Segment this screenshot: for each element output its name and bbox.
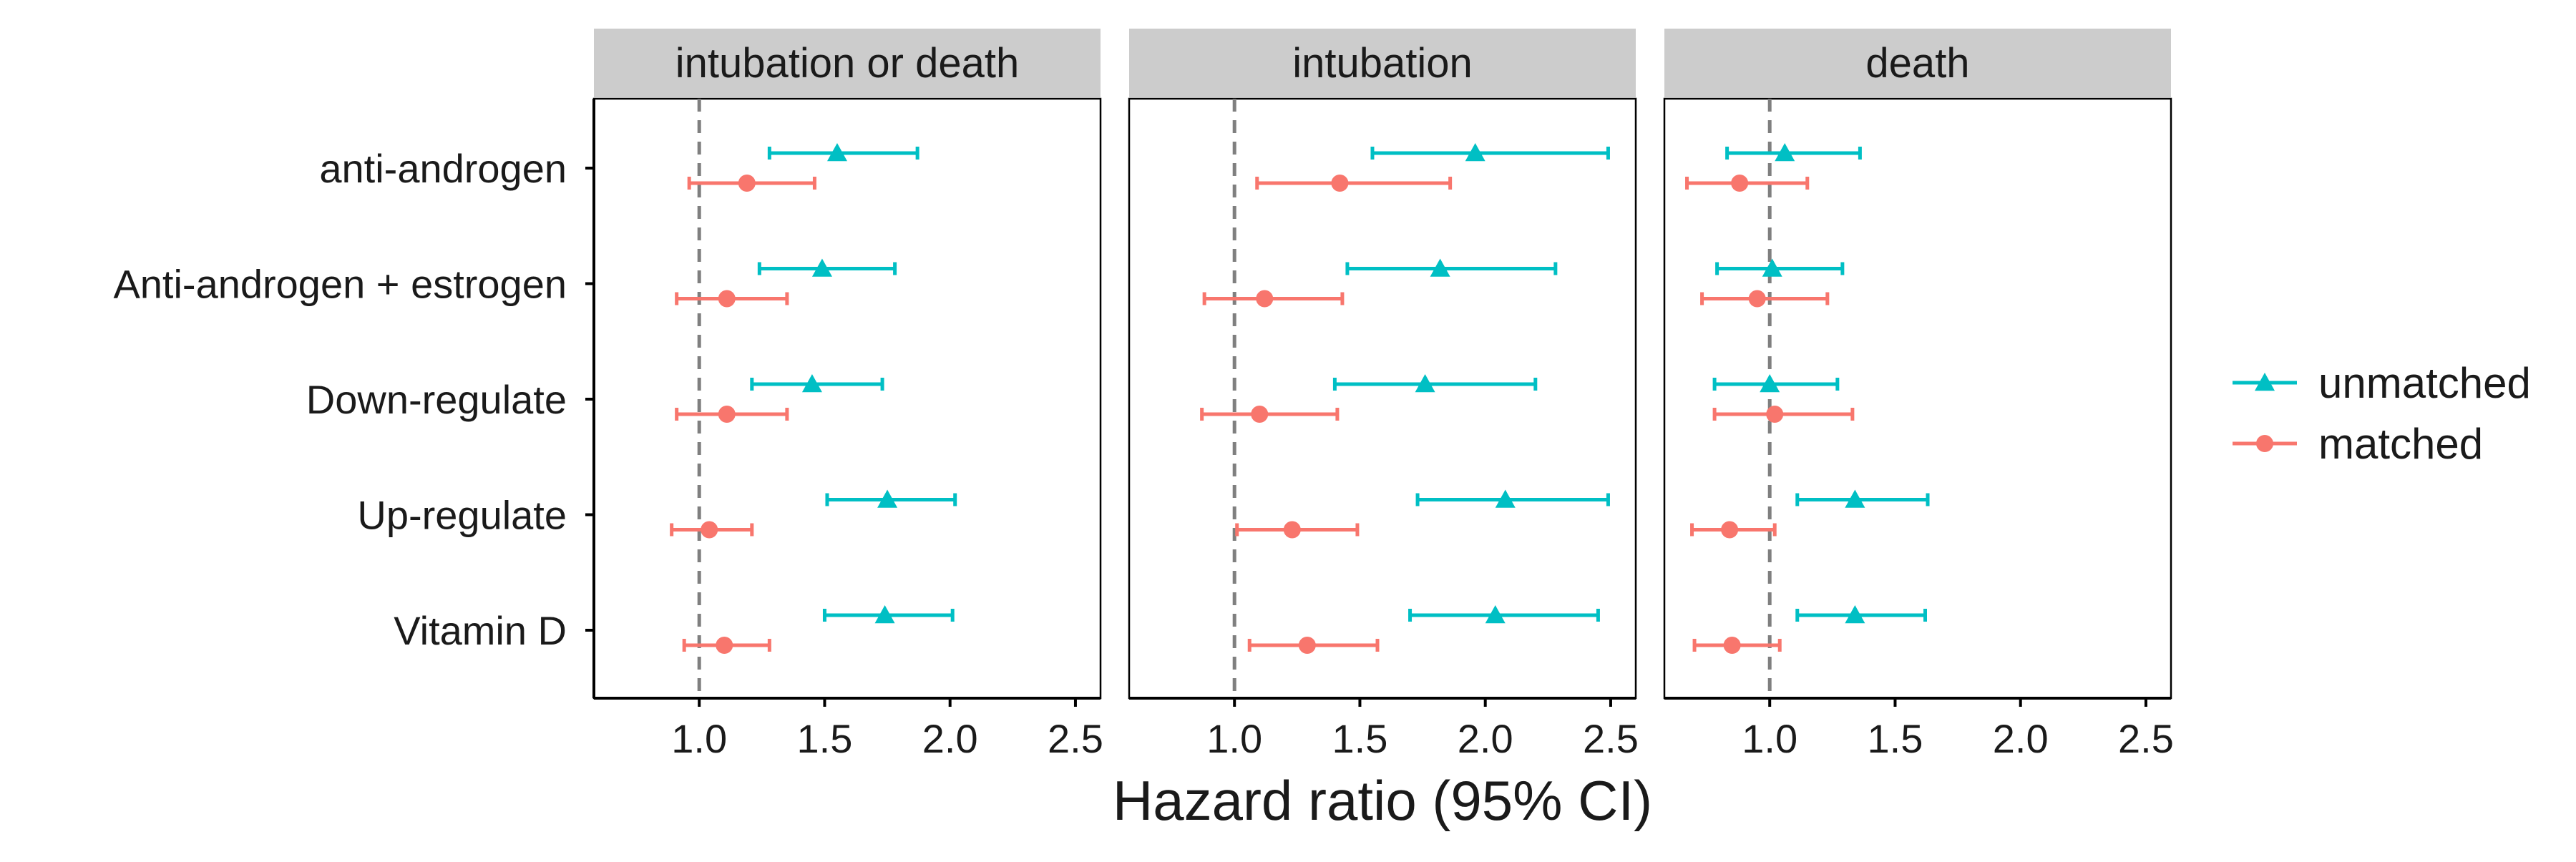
point-unmatched: [874, 605, 895, 624]
point-matched: [1723, 637, 1741, 654]
point-matched: [1283, 521, 1301, 539]
point-unmatched: [1485, 605, 1506, 624]
legend-key-triangle: [2255, 373, 2275, 391]
point-matched: [1731, 175, 1749, 192]
y-tick-label: Anti-androgen + estrogen: [113, 262, 567, 307]
y-tick-label: Vitamin D: [394, 608, 567, 653]
x-tick-label: 1.5: [1332, 716, 1388, 761]
facet-strip: [1129, 29, 1636, 97]
point-unmatched: [1465, 143, 1485, 162]
legend-label: unmatched: [2318, 359, 2531, 407]
x-tick-label: 2.0: [1458, 716, 1513, 761]
point-matched: [1331, 175, 1349, 192]
point-unmatched: [1775, 143, 1795, 162]
point-matched: [1256, 290, 1274, 308]
facet-strip: [1664, 29, 2171, 97]
x-axis-title: Hazard ratio (95% CI): [1113, 769, 1652, 832]
point-unmatched: [1430, 258, 1450, 277]
x-tick-label: 1.0: [1742, 716, 1797, 761]
point-matched: [1766, 406, 1784, 423]
x-tick-label: 1.5: [1868, 716, 1923, 761]
x-tick-label: 2.5: [1048, 716, 1103, 761]
point-unmatched: [826, 143, 847, 162]
x-tick-label: 1.0: [1206, 716, 1262, 761]
legend-key-circle: [2256, 435, 2273, 452]
facet-title: death: [1865, 40, 1969, 87]
facet-strip: [594, 29, 1101, 97]
point-unmatched: [1495, 489, 1516, 508]
panel-border: [592, 97, 1102, 700]
x-tick-label: 2.5: [1583, 716, 1639, 761]
x-tick-label: 2.0: [922, 716, 978, 761]
y-tick-label: anti-androgen: [319, 146, 567, 191]
point-unmatched: [811, 258, 832, 277]
point-matched: [1251, 406, 1269, 423]
facet-title: intubation or death: [675, 40, 1019, 87]
point-matched: [718, 290, 736, 308]
x-tick-label: 1.0: [671, 716, 727, 761]
point-matched: [1298, 637, 1316, 654]
point-unmatched: [801, 374, 822, 393]
point-unmatched: [1760, 374, 1780, 393]
panel-border: [1128, 97, 1637, 700]
point-matched: [1721, 521, 1739, 539]
y-tick-label: Down-regulate: [306, 377, 567, 422]
point-unmatched: [1845, 605, 1865, 624]
x-tick-label: 2.5: [2118, 716, 2174, 761]
point-unmatched: [1415, 374, 1435, 393]
legend-label: matched: [2318, 420, 2483, 468]
point-matched: [716, 637, 733, 654]
x-tick-label: 2.0: [1993, 716, 2049, 761]
x-tick-label: 1.5: [797, 716, 853, 761]
point-unmatched: [1762, 258, 1782, 277]
point-unmatched: [877, 489, 898, 508]
y-tick-label: Up-regulate: [357, 493, 567, 538]
point-matched: [738, 175, 756, 192]
point-unmatched: [1845, 489, 1865, 508]
point-matched: [1748, 290, 1766, 308]
point-matched: [701, 521, 718, 539]
point-matched: [718, 406, 736, 423]
facet-title: intubation: [1292, 40, 1473, 87]
